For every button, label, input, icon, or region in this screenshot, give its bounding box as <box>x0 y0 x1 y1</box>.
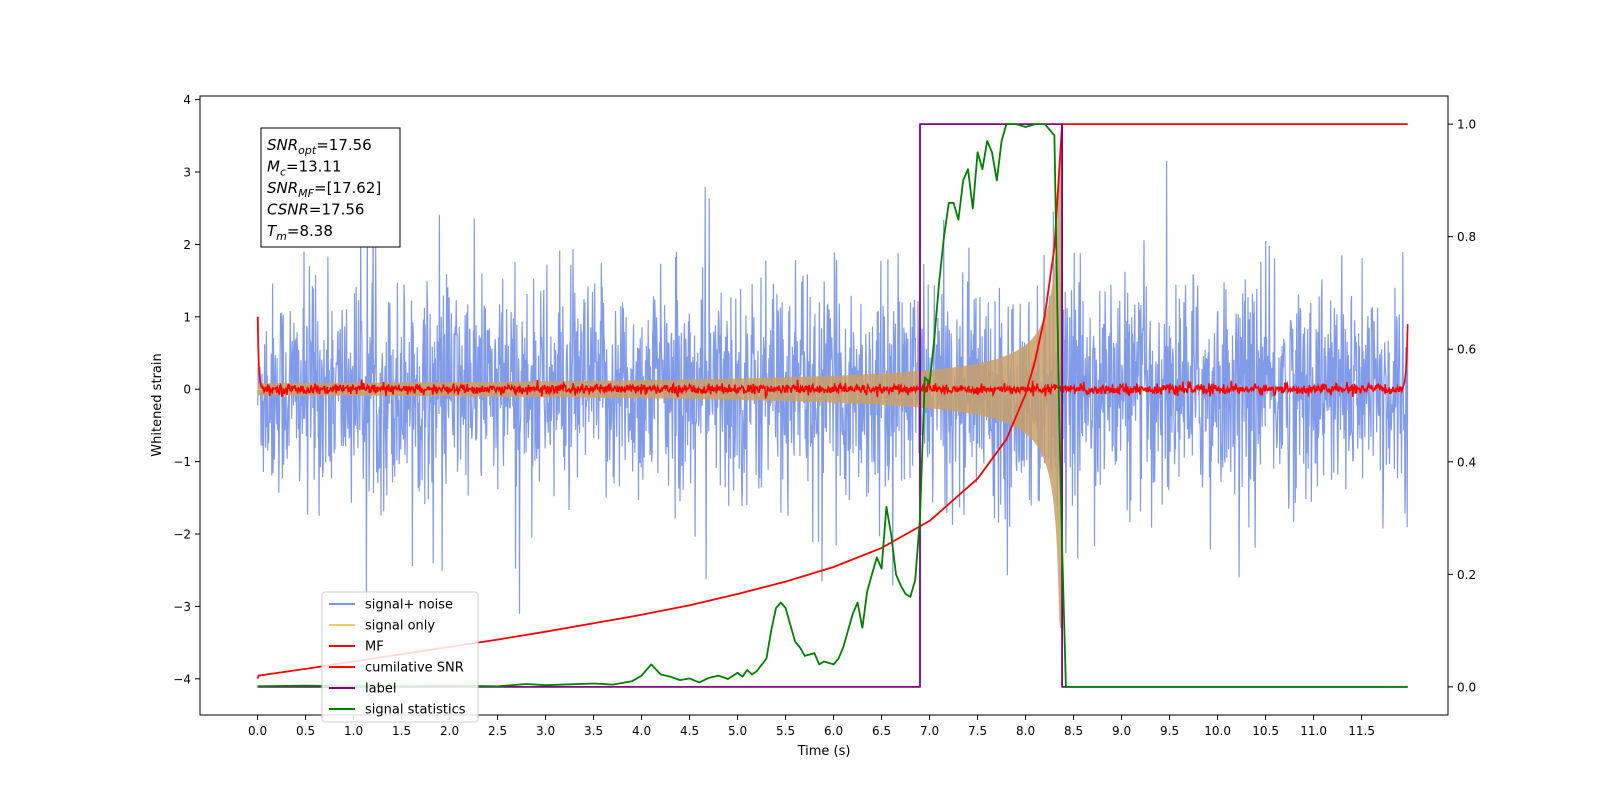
x-tick-label: 9.0 <box>1112 724 1131 738</box>
y-tick-label: −2 <box>173 528 191 542</box>
x-tick-label: 4.5 <box>680 724 699 738</box>
y-tick-label: 0 <box>183 383 191 397</box>
x-tick-label: 0.0 <box>248 724 267 738</box>
y2-tick-label: 0.0 <box>1457 680 1476 694</box>
x-tick-label: 11.0 <box>1300 724 1327 738</box>
y-axis-label: Whitened strain <box>150 353 165 456</box>
legend-label: signal+ noise <box>365 598 453 613</box>
x-tick-label: 2.0 <box>440 724 459 738</box>
y-tick-label: 3 <box>183 166 191 180</box>
x-tick-label: 7.0 <box>920 724 939 738</box>
y2-tick-label: 0.2 <box>1457 568 1476 582</box>
x-tick-label: 1.5 <box>392 724 411 738</box>
x-tick-label: 7.5 <box>968 724 987 738</box>
y-tick-label: 1 <box>183 310 191 324</box>
y2-tick-label: 0.4 <box>1457 455 1476 469</box>
legend-frame <box>321 591 479 723</box>
y2-tick-label: 1.0 <box>1457 118 1476 132</box>
y-tick-label: −4 <box>173 672 191 686</box>
y2-tick-label: 0.6 <box>1457 343 1476 357</box>
x-tick-label: 8.0 <box>1016 724 1035 738</box>
x-tick-label: 3.5 <box>584 724 603 738</box>
x-tick-label: 5.5 <box>776 724 795 738</box>
legend-label: signal only <box>365 619 435 634</box>
annotation-line: SNRopt=17.56 <box>267 136 372 157</box>
x-tick-label: 10.0 <box>1204 724 1231 738</box>
x-tick-label: 5.0 <box>728 724 747 738</box>
legend-label: MF <box>365 640 384 655</box>
y2-tick-label: 0.8 <box>1457 230 1476 244</box>
annotation-line: SNRMF=[17.62] <box>267 179 381 200</box>
x-tick-label: 6.5 <box>872 724 891 738</box>
x-tick-label: 3.0 <box>536 724 555 738</box>
legend-label: label <box>365 682 396 697</box>
axes: 0.0 0.5 1.0 1.5 2.0 2.5 3.0 3.5 4.0 4.5 5.0 5.5 6.0 6… <box>173 93 1476 738</box>
annotation-line: Tm=8.38 <box>267 222 333 243</box>
plot-frame <box>199 95 1449 716</box>
y-tick-label: −1 <box>173 455 191 469</box>
legend-label: signal statistics <box>365 703 466 718</box>
annotation-line: Mc=13.11 <box>267 158 342 179</box>
y-tick-label: 2 <box>183 238 191 252</box>
annotation-frame <box>260 127 401 248</box>
annotation-line: CSNR=17.56 <box>267 201 364 219</box>
x-tick-label: 9.5 <box>1160 724 1179 738</box>
x-tick-label: 4.0 <box>632 724 651 738</box>
x-tick-label: 2.5 <box>488 724 507 738</box>
legend: signal+ noise signal only MF cumilative SNR… <box>321 591 479 723</box>
series-signal-statistics-line <box>257 123 1408 688</box>
annotation-box: SNRopt=17.56Mc=13.11SNRMF=[17.62]CSNR=17… <box>260 127 401 248</box>
x-axis-label: Time (s) <box>797 744 851 759</box>
y-tick-label: −3 <box>173 600 191 614</box>
x-tick-label: 6.0 <box>824 724 843 738</box>
x-tick-label: 0.5 <box>296 724 315 738</box>
x-tick-label: 1.0 <box>344 724 363 738</box>
series-mf-line <box>256 316 1409 399</box>
legend-label: cumilative SNR <box>365 661 464 676</box>
x-tick-label: 11.5 <box>1348 724 1375 738</box>
y-tick-label: 4 <box>183 93 191 107</box>
x-tick-label: 10.5 <box>1252 724 1279 738</box>
x-tick-label: 8.5 <box>1064 724 1083 738</box>
